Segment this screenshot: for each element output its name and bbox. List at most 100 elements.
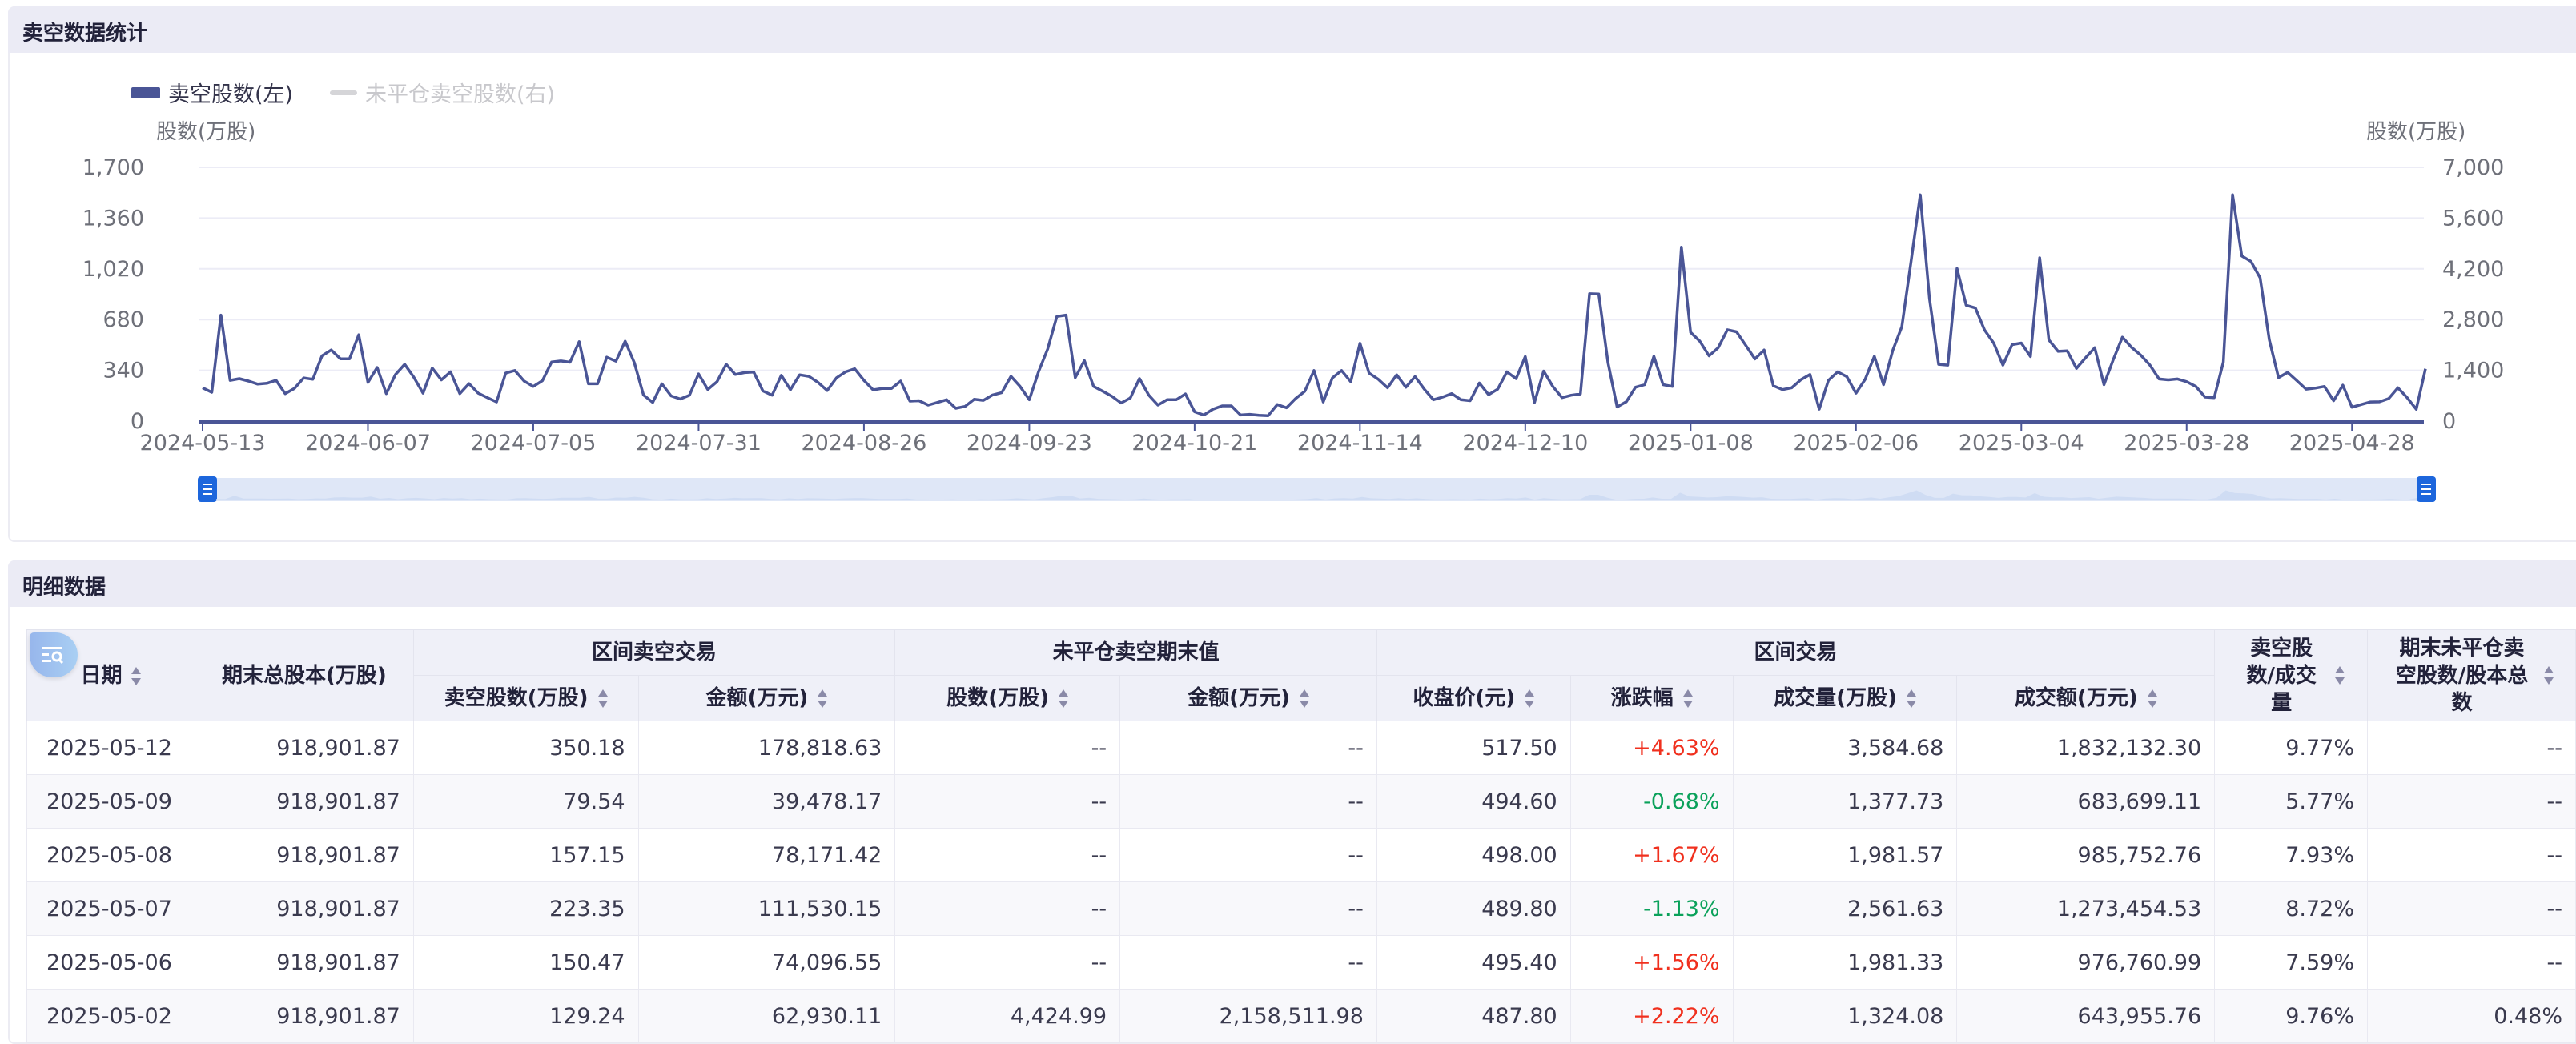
cell-short-shares: 129.24 xyxy=(412,989,639,1043)
cell-close: 498.00 xyxy=(1376,828,1571,882)
cell-turnover: 643,955.76 xyxy=(1956,989,2216,1043)
left-tick-label: 1,020 xyxy=(82,257,144,282)
chart-card xyxy=(8,6,2576,542)
cell-open-amount: -- xyxy=(1119,774,1377,829)
right-axis-name: 股数(万股) xyxy=(2366,120,2466,144)
left-tick-label: 680 xyxy=(102,307,144,332)
sort-icon[interactable] xyxy=(818,689,828,708)
cell-close: 495.40 xyxy=(1376,935,1571,990)
cell-close: 517.50 xyxy=(1376,721,1571,775)
sort-icon[interactable] xyxy=(1059,689,1069,708)
cell-open-shares: -- xyxy=(894,721,1121,775)
col-header-short-amount[interactable]: 金额(万元) xyxy=(637,675,896,721)
x-tick-label: 2025-04-28 xyxy=(2289,431,2415,456)
cell-change: +2.22% xyxy=(1569,989,1734,1043)
cell-total-shares: 918,901.87 xyxy=(194,935,414,990)
chart-section-header: 卖空数据统计 xyxy=(8,6,2576,53)
table-row[interactable]: 2025-05-07 918,901.87 223.35 111,530.15 -- --… xyxy=(26,881,2576,936)
col-header-open-amount[interactable]: 金额(万元) xyxy=(1119,675,1377,721)
detail-section-title: 明细数据 xyxy=(22,576,106,600)
series-line-short-shares xyxy=(202,193,2427,418)
left-tick-label: 1,360 xyxy=(82,206,144,231)
table-row[interactable]: 2025-05-09 918,901.87 79.54 39,478.17 -- -- 49… xyxy=(26,774,2576,829)
cell-short-amount: 78,171.42 xyxy=(637,828,896,882)
cell-open-shares: 4,424.99 xyxy=(894,989,1121,1043)
cell-close: 489.80 xyxy=(1376,881,1571,936)
cell-open-shares: -- xyxy=(894,828,1121,882)
cell-turnover: 683,699.11 xyxy=(1956,774,2216,829)
x-tick-label: 2025-02-06 xyxy=(1793,431,1919,456)
cell-open-amount: -- xyxy=(1119,828,1377,882)
legend-label: 卖空股数(左) xyxy=(168,82,294,107)
legend-item-short-shares[interactable]: 卖空股数(左) xyxy=(131,77,293,108)
right-tick-label: 2,800 xyxy=(2442,307,2504,332)
sort-icon[interactable] xyxy=(1682,689,1693,708)
sort-icon[interactable] xyxy=(2147,689,2157,708)
cell-short-amount: 74,096.55 xyxy=(637,935,896,990)
table-row[interactable]: 2025-05-12 918,901.87 350.18 178,818.63 -- --… xyxy=(26,721,2576,775)
x-tick-label: 2024-12-10 xyxy=(1462,431,1588,456)
cell-open-amount: -- xyxy=(1119,935,1377,990)
cell-open-ratio: -- xyxy=(2367,828,2576,882)
col-header-turnover[interactable]: 成交额(万元) xyxy=(1956,675,2216,721)
cell-change: +1.56% xyxy=(1569,935,1734,990)
detail-section-header: 明细数据 xyxy=(8,560,2576,607)
cell-change: +4.63% xyxy=(1569,721,1734,775)
cell-short-ratio: 5.77% xyxy=(2214,774,2369,829)
left-axis-name: 股数(万股) xyxy=(156,120,256,144)
table-row[interactable]: 2025-05-02 918,901.87 129.24 62,930.11 4,424… xyxy=(26,989,2576,1043)
x-tick-label: 2024-10-21 xyxy=(1131,431,1257,456)
right-tick-label: 0 xyxy=(2442,409,2456,434)
cell-turnover: 1,273,454.53 xyxy=(1956,881,2216,936)
sort-icon[interactable] xyxy=(597,689,608,708)
cell-volume: 1,377.73 xyxy=(1732,774,1958,829)
cell-close: 494.60 xyxy=(1376,774,1571,829)
left-tick-label: 0 xyxy=(131,409,144,434)
cell-short-ratio: 9.76% xyxy=(2214,989,2369,1043)
legend-item-open-short-shares[interactable]: 未平仓卖空股数(右) xyxy=(330,77,555,108)
col-header-volume[interactable]: 成交量(万股) xyxy=(1732,675,1958,721)
sort-icon[interactable] xyxy=(1525,689,1535,708)
cell-short-shares: 157.15 xyxy=(412,828,639,882)
cell-open-ratio: -- xyxy=(2367,935,2576,990)
col-header-close[interactable]: 收盘价(元) xyxy=(1376,675,1571,721)
sort-icon[interactable] xyxy=(1906,689,1916,708)
group-header-short-trade: 区间卖空交易 xyxy=(412,629,896,676)
col-header-change[interactable]: 涨跌幅 xyxy=(1569,675,1734,721)
col-header-open-shares[interactable]: 股数(万股) xyxy=(894,675,1121,721)
datazoom-slider-track[interactable] xyxy=(207,478,2425,501)
table-row[interactable]: 2025-05-08 918,901.87 157.15 78,171.42 -- -- 4… xyxy=(26,828,2576,882)
datazoom-right-handle[interactable] xyxy=(2417,476,2436,502)
col-header-open-ratio[interactable]: 期末未平仓卖空股数/股本总数 xyxy=(2367,629,2576,721)
col-header-short-ratio[interactable]: 卖空股数/成交量 xyxy=(2214,629,2369,721)
legend-line-icon xyxy=(330,90,357,95)
cell-total-shares: 918,901.87 xyxy=(194,721,414,775)
cell-volume: 3,584.68 xyxy=(1732,721,1958,775)
sort-icon[interactable] xyxy=(2335,666,2345,685)
cell-open-ratio: 0.48% xyxy=(2367,989,2576,1043)
cell-turnover: 1,832,132.30 xyxy=(1956,721,2216,775)
cell-open-ratio: -- xyxy=(2367,721,2576,775)
cell-date: 2025-05-09 xyxy=(26,774,195,829)
short-selling-line-chart: 0 0 340 1,400 680 2,800 1,020 4,200 1,360 5,600 1,… xyxy=(82,155,2505,456)
cell-date: 2025-05-12 xyxy=(26,721,195,775)
datazoom-left-handle[interactable] xyxy=(198,476,217,502)
cell-short-amount: 111,530.15 xyxy=(637,881,896,936)
cell-close: 487.80 xyxy=(1376,989,1571,1043)
cell-short-shares: 150.47 xyxy=(412,935,639,990)
cell-date: 2025-05-08 xyxy=(26,828,195,882)
cell-change: +1.67% xyxy=(1569,828,1734,882)
left-tick-label: 340 xyxy=(102,359,144,383)
table-filter-button[interactable] xyxy=(30,632,78,677)
table-row[interactable]: 2025-05-06 918,901.87 150.47 74,096.55 -- -- 4… xyxy=(26,935,2576,990)
sort-icon[interactable] xyxy=(131,666,142,685)
right-tick-label: 7,000 xyxy=(2442,155,2504,180)
sort-icon[interactable] xyxy=(1299,689,1309,708)
legend-label: 未平仓卖空股数(右) xyxy=(365,82,556,107)
col-header-short-shares[interactable]: 卖空股数(万股) xyxy=(412,675,639,721)
x-tick-label: 2024-08-26 xyxy=(801,431,926,456)
cell-short-ratio: 9.77% xyxy=(2214,721,2369,775)
cell-short-ratio: 7.93% xyxy=(2214,828,2369,882)
sort-icon[interactable] xyxy=(2543,666,2554,685)
cell-change: -0.68% xyxy=(1569,774,1734,829)
